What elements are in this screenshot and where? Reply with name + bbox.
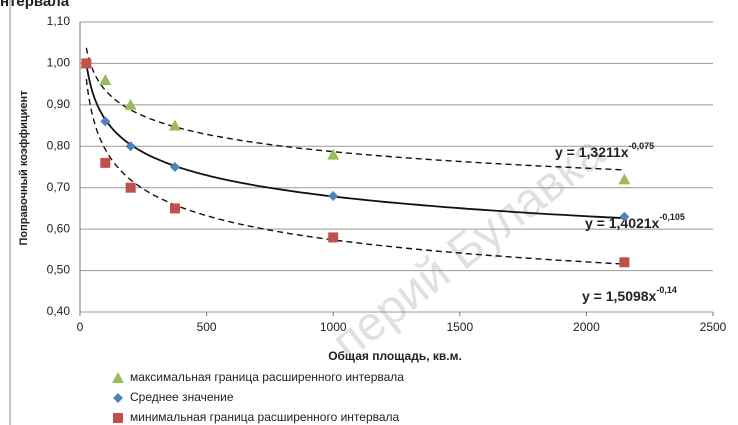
marker-triangle: [168, 119, 181, 131]
x-tick-label: 1000: [320, 320, 347, 334]
legend-label: максимальная граница расширенного интерв…: [130, 370, 404, 384]
marker-diamond: [328, 191, 339, 201]
x-tick-label: 2500: [700, 320, 727, 334]
marker-triangle: [327, 148, 340, 160]
y-tick-label: 1,10: [47, 14, 71, 28]
x-tick-label: 2000: [573, 320, 600, 334]
trend-equation: y = 1,5098x-0,14: [582, 285, 677, 303]
y-tick-label: 0,70: [47, 180, 71, 194]
marker-diamond: [100, 116, 111, 127]
y-tick-label: 0,40: [47, 304, 71, 318]
trend-equation-exponent: -0,075: [629, 141, 655, 151]
trend-equation-base: y = 1,5098x: [582, 288, 657, 304]
legend-label: минимальная граница расширенного интерва…: [130, 410, 400, 424]
x-tick-label: 1500: [446, 320, 473, 334]
legend-label: Среднее значение: [130, 390, 234, 404]
trend-equation-exponent: -0,14: [656, 285, 677, 295]
y-axis-label: Поправочный коэффициент: [18, 90, 30, 246]
y-tick-label: 0,60: [47, 221, 71, 235]
y-tick-label: 1,00: [47, 56, 71, 70]
marker-diamond: [619, 211, 630, 222]
trend-line: [85, 47, 625, 171]
y-tick-label: 0,90: [47, 97, 71, 111]
marker-triangle: [618, 173, 631, 185]
y-tick-label: 0,50: [47, 263, 71, 277]
marker-diamond: [169, 162, 180, 172]
marker-diamond: [113, 393, 123, 403]
trend-line: [85, 63, 625, 220]
trend-equation-base: y = 1,4021x: [585, 215, 660, 231]
trend-equation: y = 1,3211x-0,075: [555, 141, 654, 159]
chart-title: нтервала: [0, 0, 70, 10]
trend-equation-base: y = 1,3211x: [555, 144, 629, 160]
marker-square: [125, 182, 136, 193]
marker-square: [100, 157, 111, 168]
marker-triangle: [112, 372, 124, 383]
trend-equation-exponent: -0,105: [659, 212, 685, 222]
y-tick-label: 0,80: [47, 138, 71, 152]
marker-triangle: [124, 98, 137, 110]
marker-diamond: [125, 141, 136, 152]
trend-equation: y = 1,4021x-0,105: [585, 212, 685, 230]
marker-triangle: [99, 74, 112, 85]
x-tick-label: 500: [197, 320, 217, 334]
x-axis-label: Общая площадь, кв.м.: [328, 349, 462, 363]
marker-square: [81, 58, 92, 69]
marker-square: [328, 232, 339, 243]
trend-line: [85, 78, 625, 265]
marker-square: [619, 257, 630, 268]
marker-square: [169, 203, 180, 214]
x-tick-label: 0: [77, 320, 84, 334]
marker-square: [113, 413, 123, 423]
